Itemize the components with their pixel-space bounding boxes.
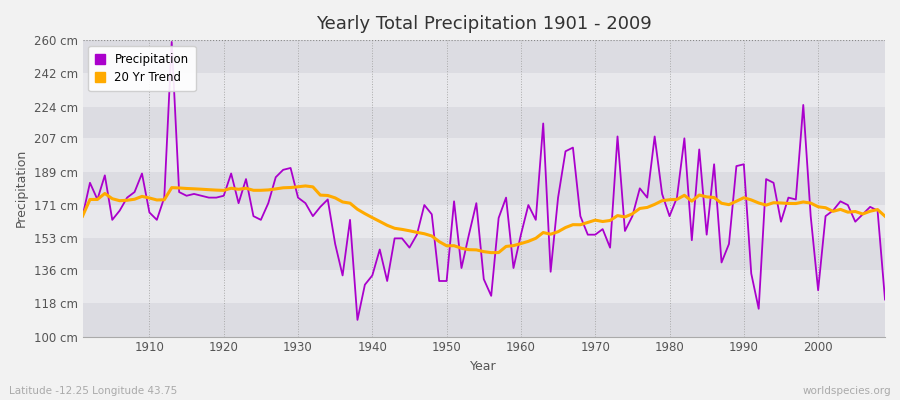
Bar [83, 303, 885, 336]
Bar [83, 238, 885, 270]
Bar [83, 74, 885, 107]
Text: Latitude -12.25 Longitude 43.75: Latitude -12.25 Longitude 43.75 [9, 386, 177, 396]
Legend: Precipitation, 20 Yr Trend: Precipitation, 20 Yr Trend [88, 46, 195, 91]
Bar [83, 172, 885, 205]
X-axis label: Year: Year [471, 360, 497, 373]
Bar [83, 138, 885, 172]
Bar [83, 270, 885, 303]
Text: worldspecies.org: worldspecies.org [803, 386, 891, 396]
Bar [83, 40, 885, 74]
Bar [83, 205, 885, 238]
Title: Yearly Total Precipitation 1901 - 2009: Yearly Total Precipitation 1901 - 2009 [316, 15, 652, 33]
Bar [83, 107, 885, 138]
Y-axis label: Precipitation: Precipitation [15, 149, 28, 228]
